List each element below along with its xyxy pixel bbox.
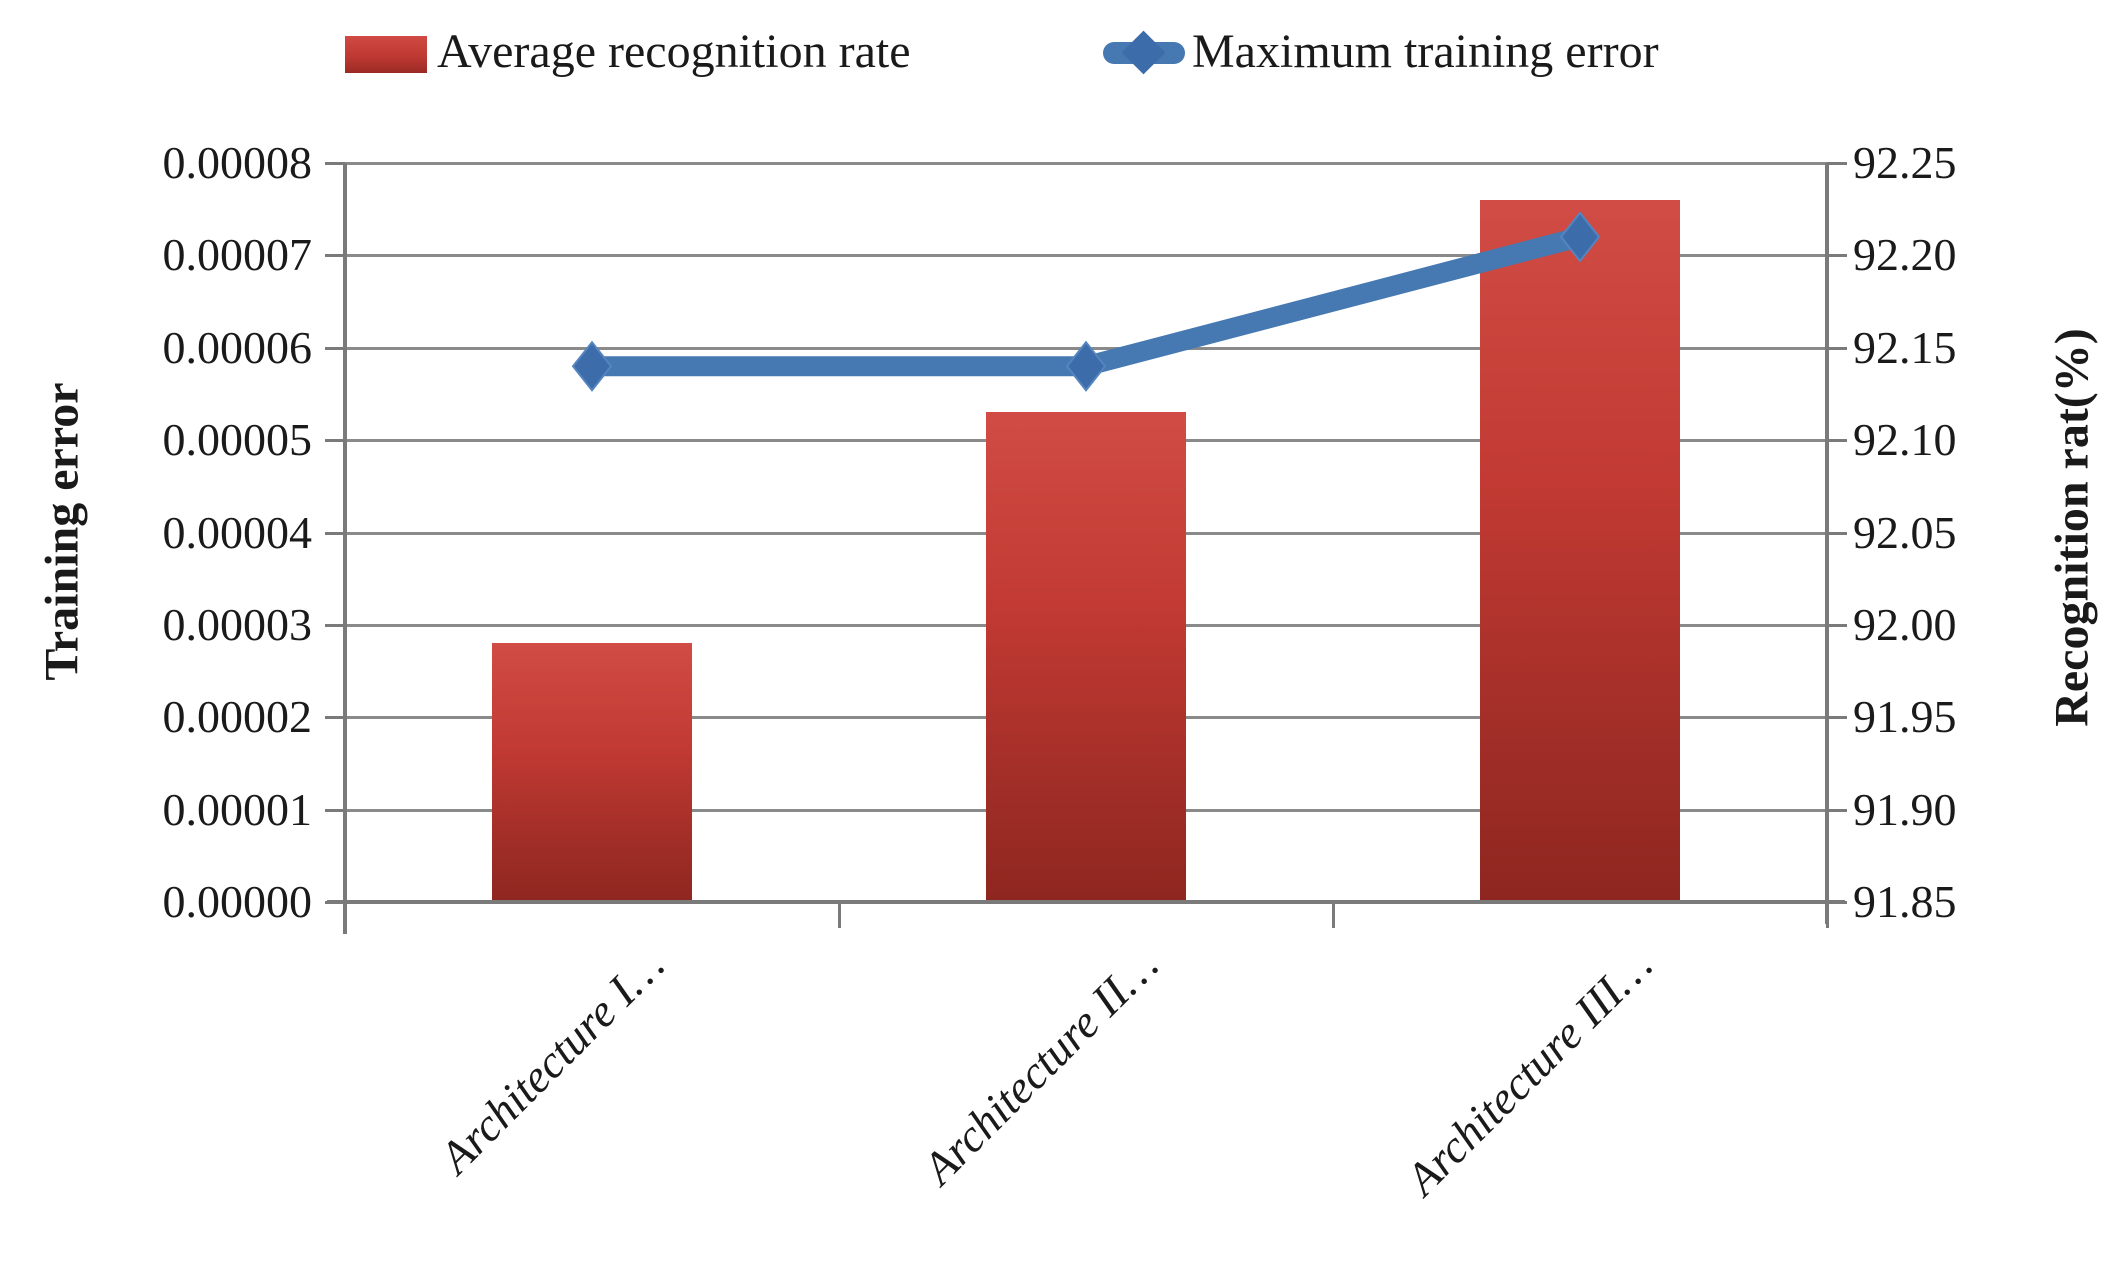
right-axis-tick (1827, 716, 1847, 719)
left-axis-tick (325, 809, 345, 812)
line-marker-diamond-icon (1559, 211, 1601, 263)
x-axis-tick (344, 902, 347, 928)
x-axis-tick (838, 902, 841, 928)
x-axis-tick (1826, 902, 1829, 928)
left-axis-line (343, 163, 347, 934)
right-axis-tick-label: 91.90 (1853, 784, 1957, 835)
left-axis-tick (325, 347, 345, 350)
left-axis-tick-label: 0.00004 (162, 507, 313, 558)
right-axis-tick (1827, 439, 1847, 442)
right-axis-tick (1827, 532, 1847, 535)
left-axis-tick-label: 0.00001 (162, 784, 313, 835)
line-marker-diamond-icon (1065, 340, 1107, 392)
left-axis-tick (325, 716, 345, 719)
left-axis-tick (325, 532, 345, 535)
right-axis-tick-label: 92.10 (1853, 414, 1957, 465)
line-marker-diamond-icon (571, 340, 613, 392)
x-axis-line (327, 900, 1845, 904)
right-axis-tick (1827, 162, 1847, 165)
left-axis-tick (325, 254, 345, 257)
right-axis-tick-label: 91.85 (1853, 876, 1957, 927)
x-axis-tick (1332, 902, 1335, 928)
right-axis-tick (1827, 624, 1847, 627)
left-axis-tick-label: 0.00006 (162, 322, 313, 373)
left-axis-tick-label: 0.00002 (162, 691, 313, 742)
right-axis-tick-label: 92.00 (1853, 599, 1957, 650)
left-axis-tick (325, 439, 345, 442)
left-axis-tick-label: 0.00008 (162, 137, 313, 188)
gridline (345, 254, 1827, 257)
right-axis-tick-label: 92.05 (1853, 507, 1957, 558)
right-axis-tick (1827, 254, 1847, 257)
bar (492, 643, 692, 902)
gridline (345, 162, 1827, 165)
left-axis-tick (325, 162, 345, 165)
right-axis-line (1825, 163, 1829, 924)
left-axis-tick (325, 624, 345, 627)
left-axis-tick-label: 0.00007 (162, 229, 313, 280)
right-axis-tick (1827, 347, 1847, 350)
bar (1480, 200, 1680, 902)
left-axis-tick-label: 0.00003 (162, 599, 313, 650)
legend-label-line-series: Maximum training error (1192, 25, 1659, 78)
bar (986, 412, 1186, 902)
right-axis-tick (1827, 809, 1847, 812)
left-axis-tick-label: 0.00005 (162, 414, 313, 465)
right-axis-tick-label: 92.20 (1853, 229, 1957, 280)
left-axis-tick-label: 0.00000 (162, 876, 313, 927)
right-axis-tick-label: 91.95 (1853, 691, 1957, 742)
legend-bar-swatch-icon (345, 36, 427, 73)
right-axis-tick-label: 92.15 (1853, 322, 1957, 373)
legend-label-bar-series: Average recognition rate (437, 25, 911, 78)
right-axis-tick-label: 92.25 (1853, 137, 1957, 188)
